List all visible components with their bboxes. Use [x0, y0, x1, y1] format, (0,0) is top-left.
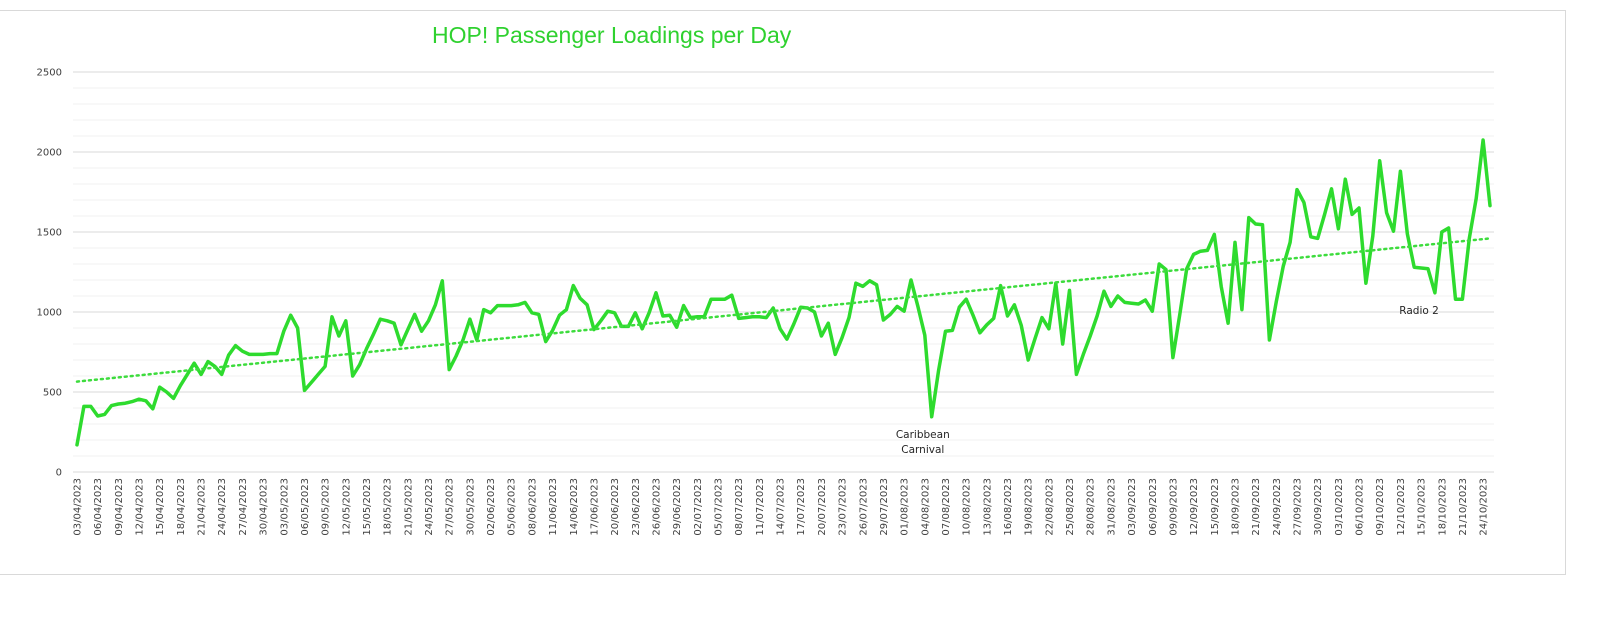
- x-axis-ticks: 03/04/2023 06/04/2023 09/04/2023 12/04/2023…: [73, 478, 1490, 536]
- annotation-label: Radio 2: [1399, 305, 1439, 317]
- x-tick-label: 21/10/2023: [1458, 478, 1469, 536]
- x-tick-label: 06/04/2023: [93, 478, 104, 536]
- y-tick-label: 2500: [37, 68, 62, 79]
- x-tick-label: 17/06/2023: [589, 478, 600, 536]
- x-tick-label: 12/10/2023: [1396, 478, 1407, 536]
- x-tick-label: 02/07/2023: [693, 478, 704, 536]
- x-tick-label: 09/04/2023: [114, 478, 125, 536]
- x-tick-label: 05/06/2023: [507, 478, 518, 536]
- x-tick-label: 15/09/2023: [1210, 478, 1221, 536]
- x-tick-label: 29/07/2023: [879, 478, 890, 536]
- x-tick-label: 23/07/2023: [838, 478, 849, 536]
- x-tick-label: 24/05/2023: [424, 478, 435, 536]
- x-tick-label: 26/07/2023: [858, 478, 869, 536]
- y-tick-label: 500: [43, 388, 62, 399]
- x-tick-label: 22/08/2023: [1044, 478, 1055, 536]
- x-tick-label: 03/04/2023: [73, 478, 84, 536]
- x-tick-label: 15/04/2023: [155, 478, 166, 536]
- x-tick-label: 06/10/2023: [1355, 478, 1366, 536]
- x-tick-label: 27/09/2023: [1293, 478, 1304, 536]
- x-tick-label: 30/04/2023: [259, 478, 270, 536]
- x-tick-label: 06/05/2023: [300, 478, 311, 536]
- x-tick-label: 20/07/2023: [817, 478, 828, 536]
- x-tick-label: 08/07/2023: [734, 478, 745, 536]
- x-tick-label: 09/09/2023: [1168, 478, 1179, 536]
- x-tick-label: 14/07/2023: [776, 478, 787, 536]
- x-tick-label: 15/05/2023: [362, 478, 373, 536]
- x-tick-label: 23/06/2023: [631, 478, 642, 536]
- x-tick-label: 21/04/2023: [197, 478, 208, 536]
- x-tick-label: 05/07/2023: [714, 478, 725, 536]
- x-tick-label: 01/08/2023: [900, 478, 911, 536]
- x-tick-label: 09/05/2023: [321, 478, 332, 536]
- x-tick-label: 16/08/2023: [1003, 478, 1014, 536]
- y-tick-label: 2000: [37, 148, 62, 159]
- x-tick-label: 30/05/2023: [465, 478, 476, 536]
- x-tick-label: 18/10/2023: [1437, 478, 1448, 536]
- y-tick-label: 1500: [37, 228, 62, 239]
- x-tick-label: 30/09/2023: [1313, 478, 1324, 536]
- x-tick-label: 06/09/2023: [1148, 478, 1159, 536]
- x-tick-label: 25/08/2023: [1065, 478, 1076, 536]
- x-tick-label: 18/04/2023: [176, 478, 187, 536]
- x-tick-label: 28/08/2023: [1086, 478, 1097, 536]
- x-tick-label: 10/08/2023: [962, 478, 973, 536]
- y-axis-ticks: 0 500 1000 1500 2000 2500: [37, 68, 62, 479]
- x-tick-label: 18/05/2023: [383, 478, 394, 536]
- x-tick-label: 27/04/2023: [238, 478, 249, 536]
- x-tick-label: 31/08/2023: [1106, 478, 1117, 536]
- x-tick-label: 13/08/2023: [982, 478, 993, 536]
- x-tick-label: 07/08/2023: [941, 478, 952, 536]
- series-group: [75, 138, 1492, 447]
- x-tick-label: 21/09/2023: [1251, 478, 1262, 536]
- x-tick-label: 03/10/2023: [1334, 478, 1345, 536]
- annotation-label: Carnival: [901, 444, 944, 456]
- y-tick-label: 1000: [37, 308, 62, 319]
- x-tick-label: 19/08/2023: [1024, 478, 1035, 536]
- x-tick-label: 17/07/2023: [796, 478, 807, 536]
- x-tick-label: 03/09/2023: [1127, 478, 1138, 536]
- x-tick-label: 24/10/2023: [1479, 478, 1490, 536]
- x-tick-label: 04/08/2023: [920, 478, 931, 536]
- annotations: Caribbean Carnival Radio 2: [896, 305, 1439, 456]
- x-tick-label: 09/10/2023: [1375, 478, 1386, 536]
- x-tick-label: 11/07/2023: [755, 478, 766, 536]
- x-tick-label: 20/06/2023: [610, 478, 621, 536]
- x-tick-label: 27/05/2023: [445, 478, 456, 536]
- series-line-passenger-loadings: [75, 138, 1492, 447]
- x-tick-label: 18/09/2023: [1230, 478, 1241, 536]
- x-tick-label: 02/06/2023: [486, 478, 497, 536]
- x-tick-label: 12/09/2023: [1189, 478, 1200, 536]
- x-tick-label: 21/05/2023: [403, 478, 414, 536]
- x-tick-label: 24/04/2023: [217, 478, 228, 536]
- x-tick-label: 15/10/2023: [1417, 478, 1428, 536]
- x-tick-label: 14/06/2023: [569, 478, 580, 536]
- x-tick-label: 12/04/2023: [135, 478, 146, 536]
- x-tick-label: 12/05/2023: [341, 478, 352, 536]
- x-tick-label: 03/05/2023: [279, 478, 290, 536]
- x-tick-label: 26/06/2023: [651, 478, 662, 536]
- gridlines: [73, 71, 1494, 473]
- x-tick-label: 08/06/2023: [527, 478, 538, 536]
- x-tick-label: 24/09/2023: [1272, 478, 1283, 536]
- x-tick-label: 29/06/2023: [672, 478, 683, 536]
- annotation-label: Caribbean: [896, 429, 950, 441]
- y-tick-label: 0: [56, 468, 62, 479]
- chart-title: HOP! Passenger Loadings per Day: [432, 22, 792, 48]
- x-tick-label: 11/06/2023: [548, 478, 559, 536]
- trendline: [75, 237, 1492, 383]
